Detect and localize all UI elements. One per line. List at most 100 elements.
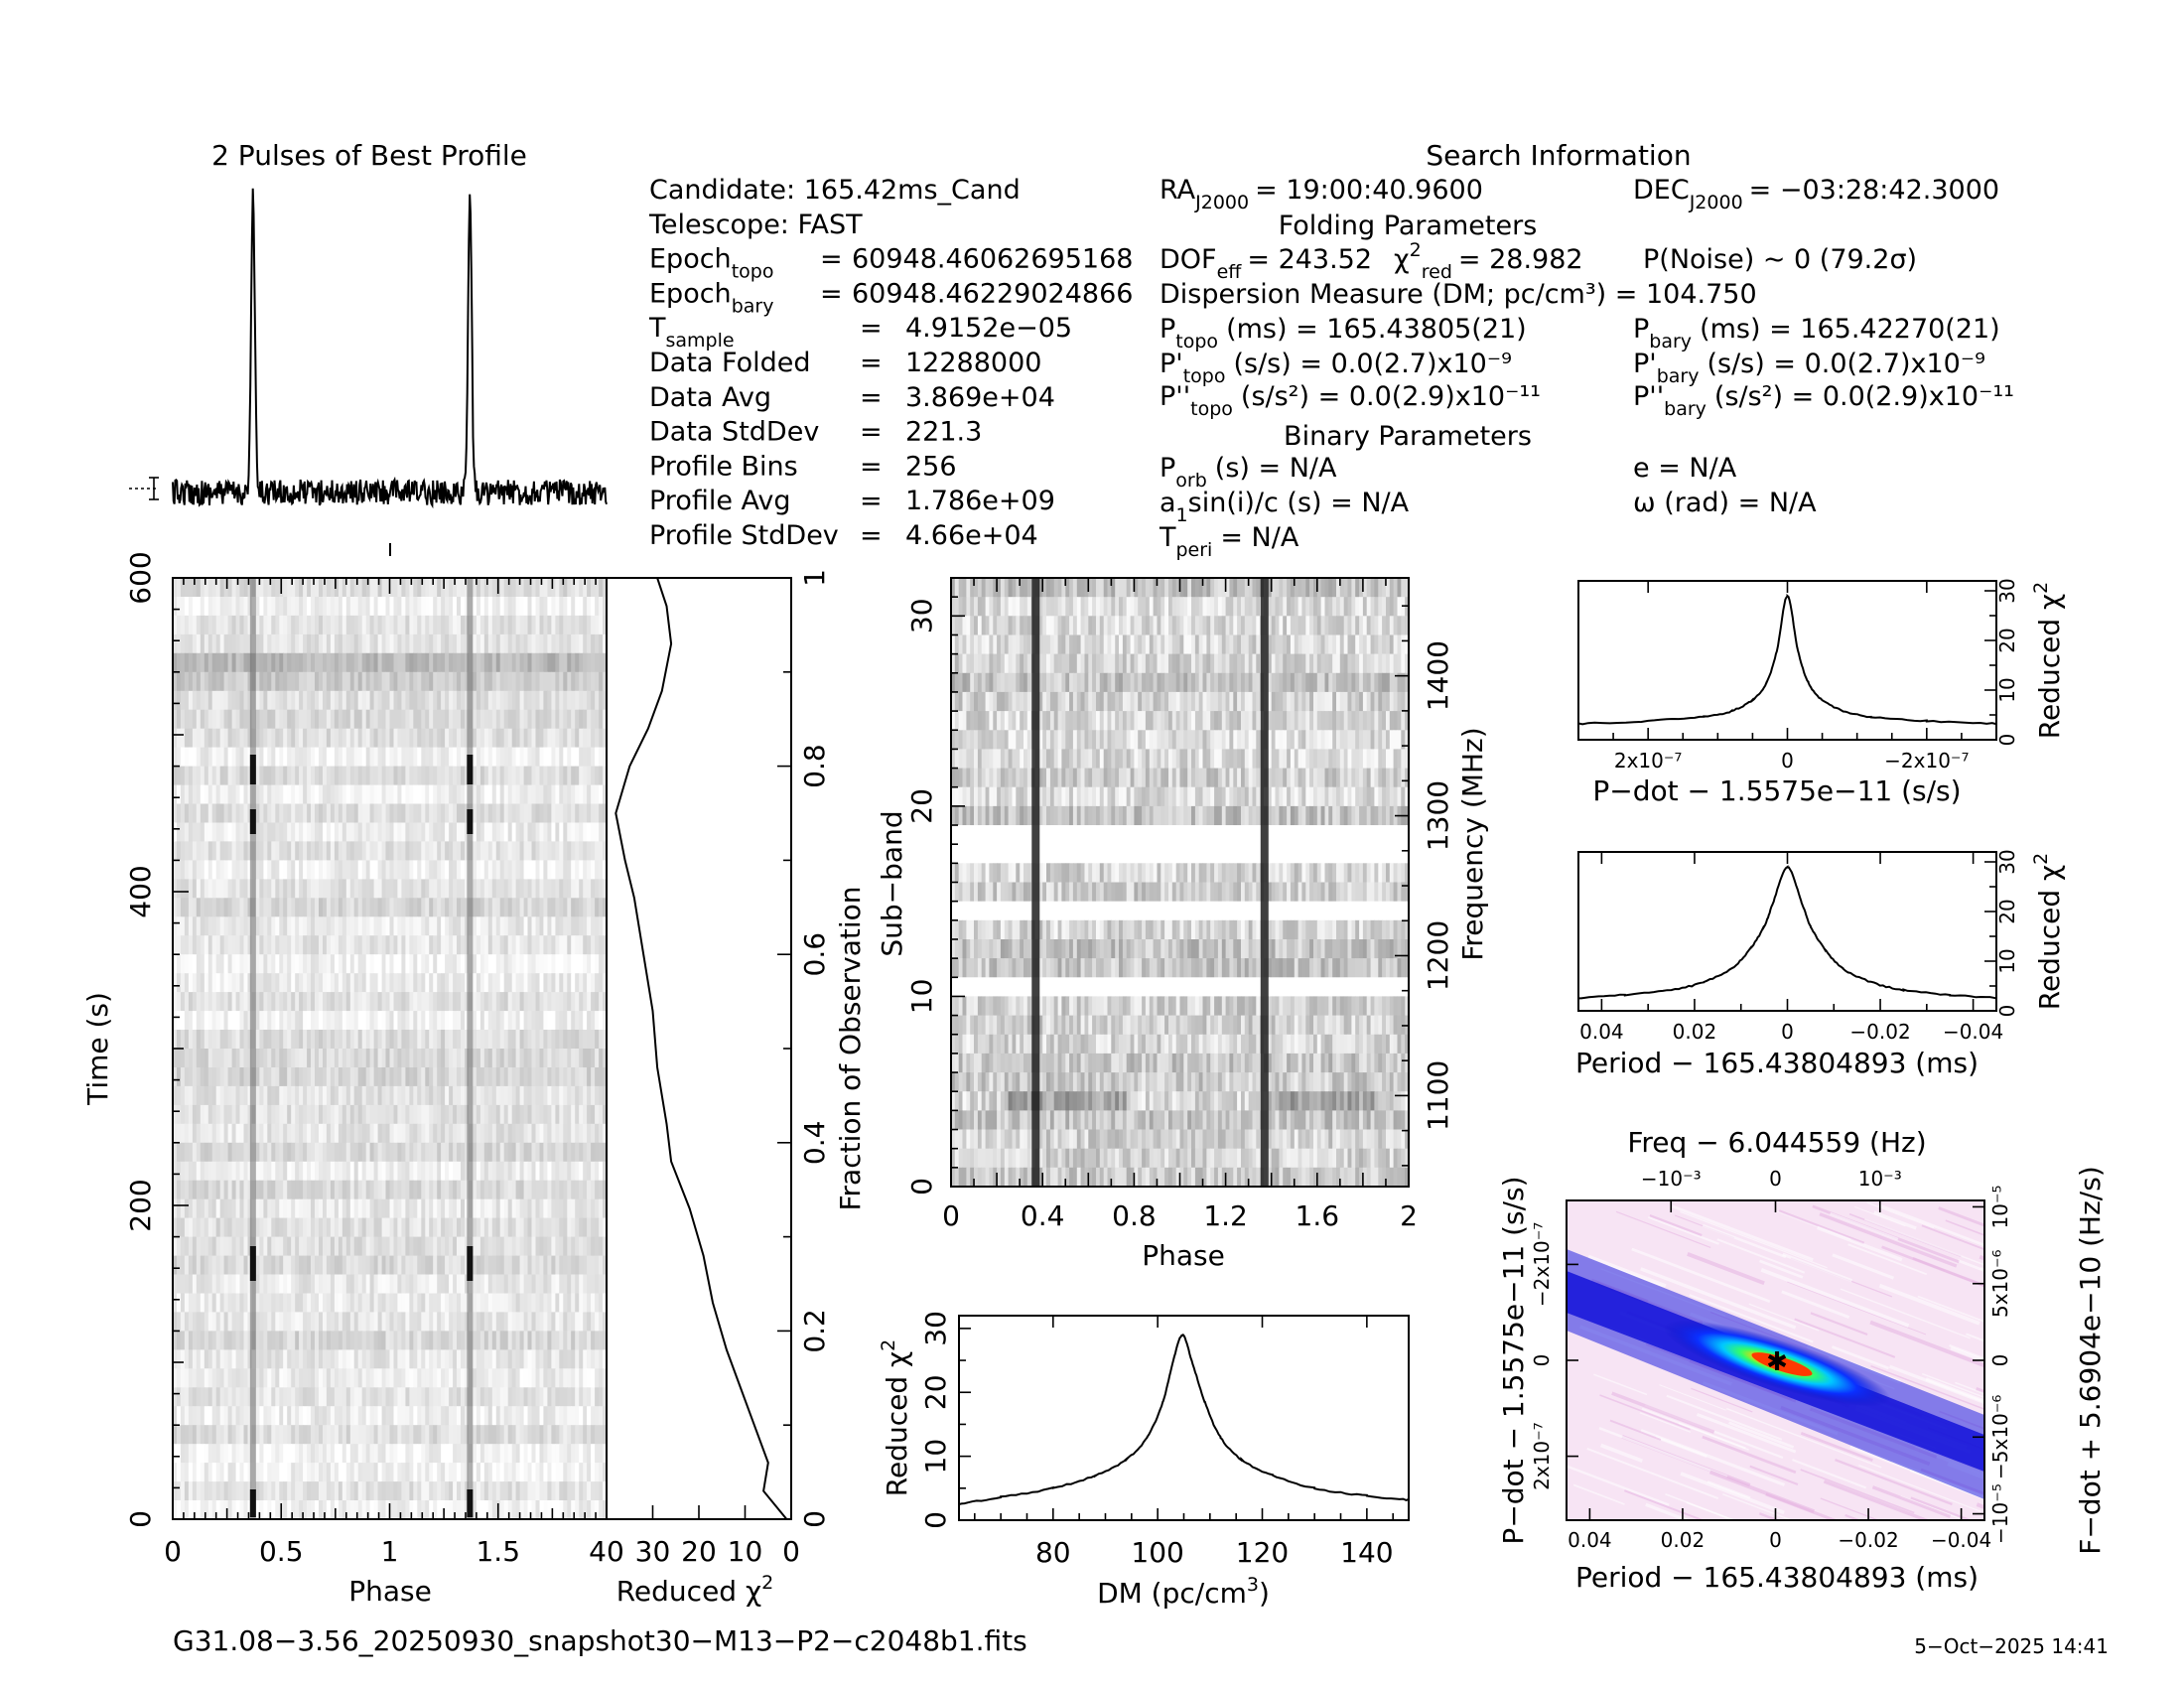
time-phase-cell [595,1123,600,1144]
time-phase-cell [291,766,296,786]
time-phase-cell [295,1085,300,1106]
time-phase-cell [389,1011,395,1031]
time-phase-cell [196,916,202,936]
time-phase-cell [453,822,458,843]
time-phase-cell [595,1104,600,1125]
time-phase-cell [519,1368,525,1388]
porb-value: (s) = N/A [1215,453,1337,484]
time-phase-cell [397,652,402,673]
time-phase-cell [247,822,253,843]
time-phase-cell [227,1331,233,1350]
time-phase-cell [531,709,537,730]
time-phase-cell [499,747,505,768]
time-phase-cell [603,860,607,880]
time-phase-cell [267,1406,272,1426]
time-phase-cell [204,954,209,974]
time-phase-cell [295,1123,300,1144]
time-phase-cell [551,747,556,768]
time-phase-cell [247,766,253,786]
time-phase-cell [307,709,312,730]
time-phase-cell [275,879,280,899]
time-phase-cell [393,822,399,843]
time-phase-cell [177,1011,182,1031]
time-phase-cell [417,652,422,673]
time-phase-cell [409,1085,414,1106]
time-phase-cell [349,1123,355,1144]
time-phase-cell [535,1293,541,1314]
time-phase-cell [575,615,580,635]
time-phase-cell [499,860,505,880]
time-phase-cell [353,1161,359,1182]
chi2-value: = 28.982 [1458,244,1583,275]
time-phase-cell [495,1123,501,1144]
time-phase-cell [575,822,580,843]
time-phase-cell [223,1387,229,1407]
time-phase-cell [330,1067,336,1087]
time-phase-cell [531,1349,537,1369]
time-phase-cell [571,954,576,974]
time-phase-cell [235,1406,241,1426]
time-phase-cell [389,1067,395,1087]
time-phase-cell [326,1368,332,1388]
time-phase-cell [315,803,320,824]
time-phase-cell [571,1198,576,1219]
time-phase-cell [515,784,521,805]
time-phase-cell [499,1331,505,1350]
time-phase-cell [291,1180,296,1200]
time-phase-cell [275,1236,280,1257]
time-phase-cell [583,803,588,824]
time-phase-cell [219,841,225,861]
time-phase-cell [338,1406,343,1426]
time-phase-cell [503,747,509,768]
time-phase-cell [551,841,556,861]
time-phase-cell [413,1180,418,1200]
time-phase-cell [457,1274,462,1295]
time-phase-cell [539,1067,545,1087]
time-phase-cell [483,1142,489,1163]
time-phase-cell [173,1067,178,1087]
time-phase-cell [192,1180,198,1200]
time-phase-cell [215,916,221,936]
time-phase-cell [555,747,560,768]
time-phase-cell [433,597,438,617]
time-phase-cell [531,578,537,598]
time-phase-cell [389,1406,395,1426]
time-phase-cell [200,1368,205,1388]
time-phase-cell [495,1217,501,1238]
time-phase-cell [591,1217,596,1238]
time-phase-cell [543,1067,548,1087]
time-phase-cell [472,1067,478,1087]
time-phase-cell [503,690,509,711]
time-phase-cell [188,1217,194,1238]
time-phase-cell [563,1331,568,1350]
time-phase-cell [405,1331,410,1350]
time-phase-cell [239,1180,245,1200]
time-phase-cell [341,992,347,1012]
time-phase-cell [587,898,592,917]
time-phase-cell [196,841,202,861]
time-phase-cell [595,1161,600,1182]
time-phase-cell [173,1049,178,1068]
time-phase-cell [531,954,537,974]
time-phase-cell [303,1161,308,1182]
time-phase-cell [223,615,229,635]
time-phase-cell [397,1293,402,1314]
time-phase-cell [373,1368,379,1388]
time-phase-cell [204,1104,209,1125]
time-phase-cell [441,766,446,786]
time-phase-cell [283,954,288,974]
time-phase-cell [263,935,268,955]
time-phase-cell [373,1236,379,1257]
time-phase-cell [579,1180,584,1200]
time-phase-cell [334,1331,340,1350]
time-phase-cell [563,1104,568,1125]
time-phase-cell [357,1198,363,1219]
time-phase-cell [555,1161,560,1182]
time-phase-cell [599,578,604,598]
time-phase-cell [583,935,588,955]
time-phase-cell [417,747,422,768]
time-phase-cell [487,1236,493,1257]
time-phase-cell [401,1142,406,1163]
time-phase-cell [449,1293,454,1314]
time-phase-cell [227,615,233,635]
